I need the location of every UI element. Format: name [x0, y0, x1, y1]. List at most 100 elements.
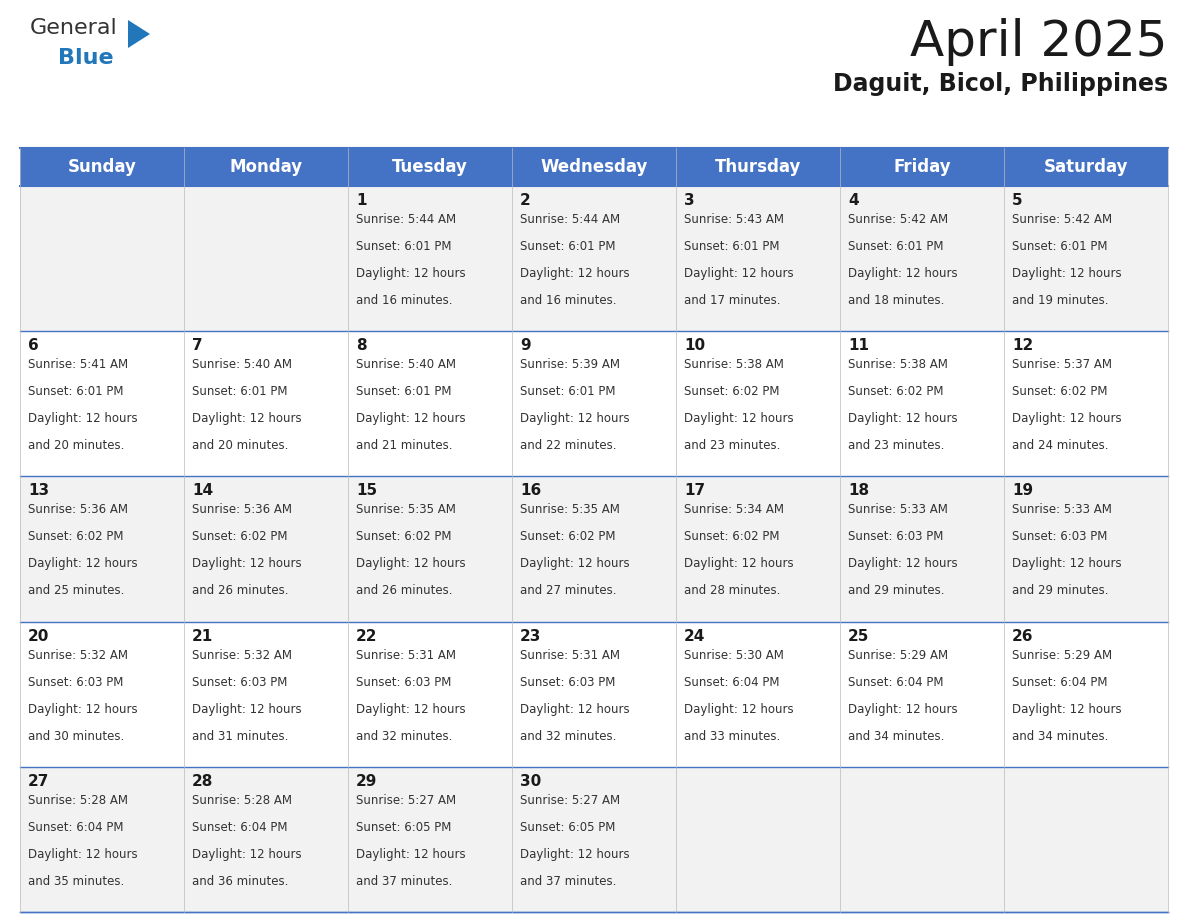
- Text: Tuesday: Tuesday: [392, 158, 468, 176]
- Text: Daylight: 12 hours: Daylight: 12 hours: [684, 702, 794, 716]
- Bar: [184, 621, 348, 767]
- Bar: [20, 621, 184, 767]
- Text: and 21 minutes.: and 21 minutes.: [356, 440, 453, 453]
- Text: Daylight: 12 hours: Daylight: 12 hours: [192, 557, 302, 570]
- Bar: [184, 148, 348, 186]
- Text: Daylight: 12 hours: Daylight: 12 hours: [848, 267, 958, 280]
- Text: Sunrise: 5:42 AM: Sunrise: 5:42 AM: [848, 213, 948, 226]
- Bar: [676, 476, 840, 621]
- Text: General: General: [30, 18, 118, 38]
- Text: Sunset: 6:01 PM: Sunset: 6:01 PM: [684, 240, 779, 253]
- Text: 23: 23: [520, 629, 542, 644]
- Bar: [840, 621, 1004, 767]
- Text: Daylight: 12 hours: Daylight: 12 hours: [356, 702, 466, 716]
- Text: 6: 6: [29, 338, 39, 353]
- Text: Thursday: Thursday: [715, 158, 801, 176]
- Text: Saturday: Saturday: [1044, 158, 1129, 176]
- Text: Daylight: 12 hours: Daylight: 12 hours: [520, 848, 630, 861]
- Text: Daylight: 12 hours: Daylight: 12 hours: [29, 557, 138, 570]
- Text: Sunset: 6:01 PM: Sunset: 6:01 PM: [1012, 240, 1107, 253]
- Text: Sunset: 6:01 PM: Sunset: 6:01 PM: [356, 240, 451, 253]
- Text: Sunset: 6:05 PM: Sunset: 6:05 PM: [356, 821, 451, 834]
- Text: and 37 minutes.: and 37 minutes.: [356, 875, 453, 888]
- Bar: [512, 148, 676, 186]
- Text: and 32 minutes.: and 32 minutes.: [520, 730, 617, 743]
- Text: Sunrise: 5:36 AM: Sunrise: 5:36 AM: [29, 503, 128, 517]
- Text: Sunset: 6:03 PM: Sunset: 6:03 PM: [29, 676, 124, 688]
- Bar: [512, 476, 676, 621]
- Bar: [348, 621, 512, 767]
- Text: Sunrise: 5:34 AM: Sunrise: 5:34 AM: [684, 503, 784, 517]
- Text: and 30 minutes.: and 30 minutes.: [29, 730, 125, 743]
- Text: and 17 minutes.: and 17 minutes.: [684, 294, 781, 307]
- Text: 19: 19: [1012, 484, 1034, 498]
- Bar: [1004, 148, 1168, 186]
- Text: 1: 1: [356, 193, 367, 208]
- Text: Daylight: 12 hours: Daylight: 12 hours: [848, 702, 958, 716]
- Text: and 23 minutes.: and 23 minutes.: [684, 440, 781, 453]
- Text: Sunset: 6:02 PM: Sunset: 6:02 PM: [520, 531, 615, 543]
- Text: and 20 minutes.: and 20 minutes.: [192, 440, 289, 453]
- Text: Blue: Blue: [58, 48, 114, 68]
- Text: 3: 3: [684, 193, 695, 208]
- Text: Sunrise: 5:41 AM: Sunrise: 5:41 AM: [29, 358, 128, 371]
- Text: Daylight: 12 hours: Daylight: 12 hours: [192, 702, 302, 716]
- Text: Wednesday: Wednesday: [541, 158, 647, 176]
- Text: and 36 minutes.: and 36 minutes.: [192, 875, 289, 888]
- Text: Sunrise: 5:36 AM: Sunrise: 5:36 AM: [192, 503, 292, 517]
- Text: Sunset: 6:04 PM: Sunset: 6:04 PM: [848, 676, 943, 688]
- Text: 29: 29: [356, 774, 378, 789]
- Text: Sunrise: 5:28 AM: Sunrise: 5:28 AM: [29, 794, 128, 807]
- Text: 4: 4: [848, 193, 859, 208]
- Text: Sunset: 6:04 PM: Sunset: 6:04 PM: [29, 821, 124, 834]
- Text: Sunset: 6:01 PM: Sunset: 6:01 PM: [520, 386, 615, 398]
- Text: and 22 minutes.: and 22 minutes.: [520, 440, 617, 453]
- Text: and 16 minutes.: and 16 minutes.: [520, 294, 617, 307]
- Text: 18: 18: [848, 484, 870, 498]
- Text: 16: 16: [520, 484, 542, 498]
- Bar: [840, 767, 1004, 912]
- Text: 27: 27: [29, 774, 50, 789]
- Text: Sunrise: 5:32 AM: Sunrise: 5:32 AM: [29, 649, 128, 662]
- Text: 5: 5: [1012, 193, 1023, 208]
- Bar: [184, 186, 348, 331]
- Text: Sunset: 6:02 PM: Sunset: 6:02 PM: [848, 386, 943, 398]
- Bar: [512, 767, 676, 912]
- Text: and 35 minutes.: and 35 minutes.: [29, 875, 125, 888]
- Text: 12: 12: [1012, 338, 1034, 353]
- Bar: [840, 331, 1004, 476]
- Text: and 20 minutes.: and 20 minutes.: [29, 440, 125, 453]
- Text: and 29 minutes.: and 29 minutes.: [848, 585, 944, 598]
- Text: Daylight: 12 hours: Daylight: 12 hours: [356, 848, 466, 861]
- Text: Daylight: 12 hours: Daylight: 12 hours: [1012, 412, 1121, 425]
- Text: Daylight: 12 hours: Daylight: 12 hours: [29, 412, 138, 425]
- Text: Sunrise: 5:39 AM: Sunrise: 5:39 AM: [520, 358, 620, 371]
- Bar: [1004, 767, 1168, 912]
- Bar: [348, 186, 512, 331]
- Text: Sunset: 6:03 PM: Sunset: 6:03 PM: [1012, 531, 1107, 543]
- Text: Daylight: 12 hours: Daylight: 12 hours: [29, 848, 138, 861]
- Bar: [348, 148, 512, 186]
- Text: and 29 minutes.: and 29 minutes.: [1012, 585, 1108, 598]
- Bar: [20, 476, 184, 621]
- Bar: [840, 186, 1004, 331]
- Bar: [676, 767, 840, 912]
- Text: and 27 minutes.: and 27 minutes.: [520, 585, 617, 598]
- Text: Friday: Friday: [893, 158, 950, 176]
- Bar: [348, 476, 512, 621]
- Text: Sunset: 6:03 PM: Sunset: 6:03 PM: [848, 531, 943, 543]
- Bar: [676, 186, 840, 331]
- Text: April 2025: April 2025: [910, 18, 1168, 66]
- Text: Daylight: 12 hours: Daylight: 12 hours: [848, 557, 958, 570]
- Bar: [20, 331, 184, 476]
- Bar: [1004, 186, 1168, 331]
- Text: and 34 minutes.: and 34 minutes.: [1012, 730, 1108, 743]
- Text: Sunrise: 5:28 AM: Sunrise: 5:28 AM: [192, 794, 292, 807]
- Bar: [840, 148, 1004, 186]
- Text: and 24 minutes.: and 24 minutes.: [1012, 440, 1108, 453]
- Text: 2: 2: [520, 193, 531, 208]
- Text: Sunrise: 5:27 AM: Sunrise: 5:27 AM: [520, 794, 620, 807]
- Text: Daylight: 12 hours: Daylight: 12 hours: [356, 412, 466, 425]
- Text: Sunset: 6:02 PM: Sunset: 6:02 PM: [1012, 386, 1107, 398]
- Text: Sunset: 6:03 PM: Sunset: 6:03 PM: [520, 676, 615, 688]
